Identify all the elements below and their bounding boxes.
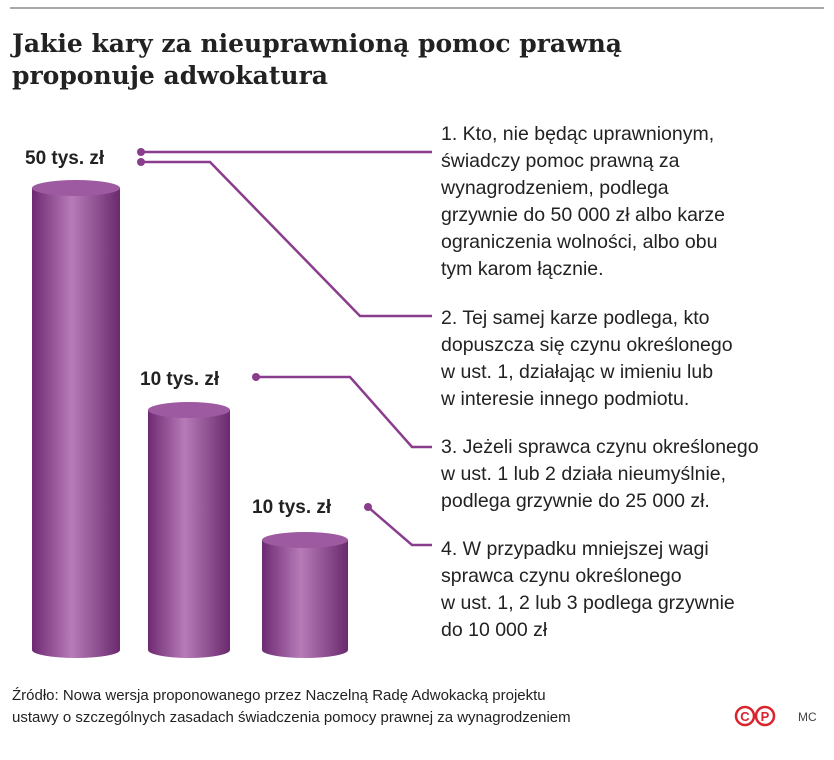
paragraph-line: wynagrodzeniem, podlega — [440, 177, 669, 199]
leader — [367, 506, 432, 547]
cylinders — [32, 180, 348, 658]
paragraph-line: 2. Tej samej karze podlega, kto — [441, 307, 710, 329]
paragraph-line: do 10 000 zł — [441, 619, 548, 641]
paragraph-line: 4. W przypadku mniejszej wagi — [441, 538, 709, 560]
cylinder — [32, 188, 120, 658]
source: Źródło: Nowa wersja proponowanego przez … — [12, 687, 546, 704]
dot — [137, 158, 145, 166]
paragraph-line: w ust. 1 lub 2 działa nieumyślnie, — [440, 463, 726, 485]
cylinder-top — [262, 532, 348, 548]
paragraph-line: podlega grzywnie do 25 000 zł. — [441, 490, 710, 512]
dot — [137, 148, 145, 156]
paragraph-line: świadczy pomoc prawną za — [441, 150, 680, 172]
logo: C P — [734, 705, 776, 727]
title: Jakie kary za nieuprawnioną pomoc prawną — [10, 29, 622, 58]
leader — [256, 375, 432, 449]
paragraph-line: w ust. 1, 2 lub 3 podlega grzywnie — [440, 592, 735, 614]
dot — [364, 503, 372, 511]
title: proponuje adwokatura — [12, 61, 328, 90]
paragraph-line: w interesie innego podmiotu. — [440, 388, 689, 410]
paragraph-line: 3. Jeżeli sprawca czynu określonego — [441, 436, 759, 458]
cylinder-top — [32, 180, 120, 196]
paragraph-line: dopuszcza się czynu określonego — [441, 334, 733, 356]
paragraphs: 1. Kto, nie będąc uprawnionym, świadczy p… — [440, 123, 759, 641]
paragraph-line: 1. Kto, nie będąc uprawnionym, — [441, 123, 714, 145]
paragraph-line: ograniczenia wolności, albo obu — [441, 231, 717, 253]
source: ustawy o szczególnych zasadach świadczen… — [12, 709, 571, 726]
logo-letter: P — [761, 709, 770, 724]
paragraph-line: grzywnie do 50 000 zł albo karze — [441, 204, 725, 226]
paragraph-line: tym karom łącznie. — [441, 258, 604, 280]
author: MC — [798, 710, 817, 724]
dot — [252, 373, 260, 381]
value-label: 10 tys. zł — [140, 369, 220, 390]
leader — [141, 160, 432, 318]
leaders — [137, 148, 432, 547]
cylinder — [148, 410, 230, 658]
logo-letter: C — [740, 709, 750, 724]
cylinder — [262, 540, 348, 658]
paragraph-line: w ust. 1, działając w imieniu lub — [440, 361, 713, 383]
value-label: 10 tys. zł — [252, 497, 332, 518]
logo-ring — [734, 705, 756, 727]
logo-ring — [754, 705, 776, 727]
paragraph-line: sprawca czynu określonego — [441, 565, 682, 587]
cylinder-top — [148, 402, 230, 418]
value-label: 50 tys. zł — [25, 148, 105, 169]
